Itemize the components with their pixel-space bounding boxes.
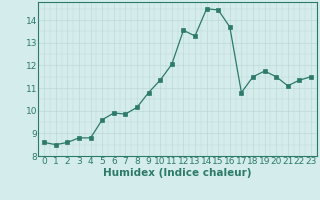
X-axis label: Humidex (Indice chaleur): Humidex (Indice chaleur) (103, 168, 252, 178)
